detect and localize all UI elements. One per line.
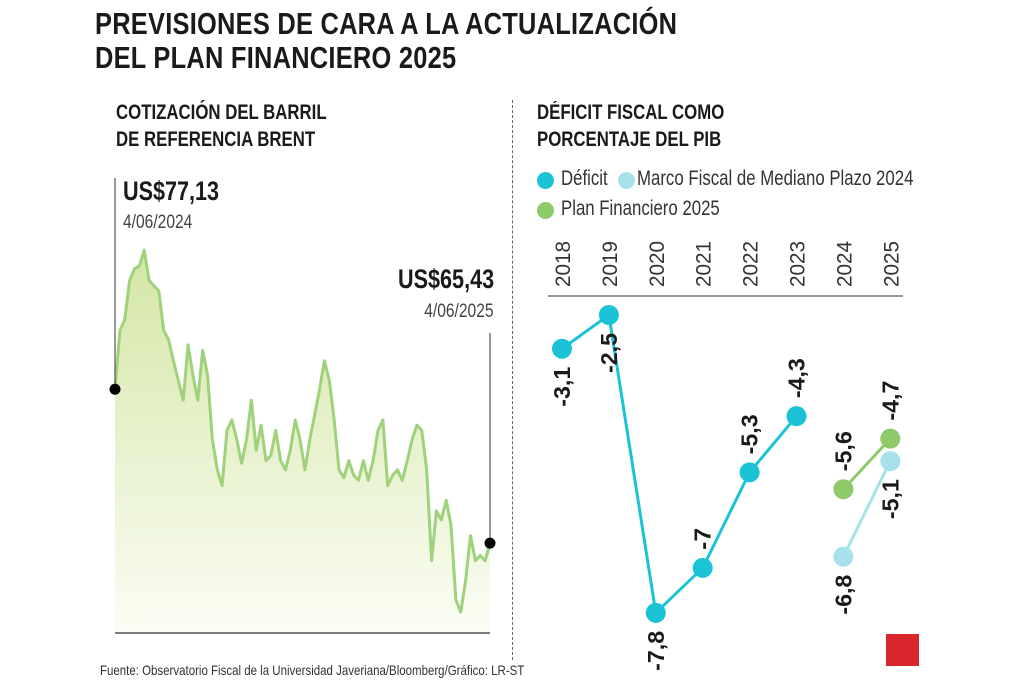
plan-point-2025 <box>880 428 901 449</box>
source-note: Fuente: Observatorio Fiscal de la Univer… <box>100 662 525 678</box>
deficit-point-2021 <box>692 557 713 578</box>
year-tick-2024: 2024 <box>833 241 856 287</box>
brent-chart-title-line2: DE REFERENCIA BRENT <box>116 128 316 151</box>
mfmp-point-2024 <box>833 546 854 567</box>
year-tick-2020: 2020 <box>646 241 669 287</box>
chart-divider <box>512 100 513 660</box>
page-title-line2: DEL PLAN FINANCIERO 2025 <box>95 40 457 75</box>
year-tick-2023: 2023 <box>787 241 810 287</box>
year-tick-2018: 2018 <box>552 241 575 287</box>
deficit-chart-title: DÉFICIT FISCAL COMO <box>537 101 725 124</box>
deficit-label-2018: -3,1 <box>549 367 575 407</box>
legend-mfmp-marker <box>618 172 635 189</box>
deficit-point-2019 <box>598 305 619 325</box>
page-title: PREVISIONES DE CARA A LA ACTUALIZACIÓN <box>95 6 678 41</box>
brent-end-date: 4/06/2025 <box>424 301 494 322</box>
plan-label-2024: -5,6 <box>830 431 856 471</box>
deficit-label-2019: -2,5 <box>596 333 622 373</box>
deficit-point-2018 <box>552 338 572 359</box>
deficit-point-2023 <box>786 406 807 427</box>
mfmp-point-2025 <box>880 451 901 472</box>
brent-end-point <box>484 537 496 549</box>
year-tick-2025: 2025 <box>880 241 903 287</box>
deficit-chart-title-line2: PORCENTAJE DEL PIB <box>537 128 722 151</box>
brent-end-price: US$65,43 <box>397 264 494 294</box>
deficit-label-2023: -4,3 <box>784 358 810 398</box>
legend-plan: Plan Financiero 2025 <box>561 197 720 220</box>
deficit-label-2021: -7 <box>690 528 716 550</box>
brent-start-price: US$77,13 <box>123 176 220 206</box>
deficit-label-2022: -5,3 <box>737 414 763 454</box>
plan-label-2025: -4,7 <box>877 381 903 421</box>
year-tick-2022: 2022 <box>740 241 763 287</box>
legend-deficit: Déficit <box>561 167 608 190</box>
lr-logo <box>886 634 919 666</box>
deficit-label-2020: -7,8 <box>643 631 669 671</box>
brent-start-date: 4/06/2024 <box>123 212 193 233</box>
legend-plan-marker <box>537 202 554 219</box>
brent-area <box>115 250 490 633</box>
mfmp-label-2025: -5,1 <box>877 479 903 519</box>
mfmp-label-2024: -6,8 <box>830 574 856 614</box>
brent-line <box>113 248 492 614</box>
deficit-point-2022 <box>739 462 760 483</box>
legend-mfmp: Marco Fiscal de Mediano Plazo 2024 <box>637 167 914 190</box>
year-tick-2019: 2019 <box>599 241 622 287</box>
mfmp-line <box>842 460 892 558</box>
brent-start-point <box>109 383 121 395</box>
plan-line <box>842 437 892 491</box>
plan-point-2024 <box>833 479 854 500</box>
legend-deficit-marker <box>537 172 554 189</box>
deficit-point-2020 <box>645 602 666 623</box>
brent-chart-title: COTIZACIÓN DEL BARRIL <box>116 101 327 124</box>
year-tick-2021: 2021 <box>693 241 716 287</box>
